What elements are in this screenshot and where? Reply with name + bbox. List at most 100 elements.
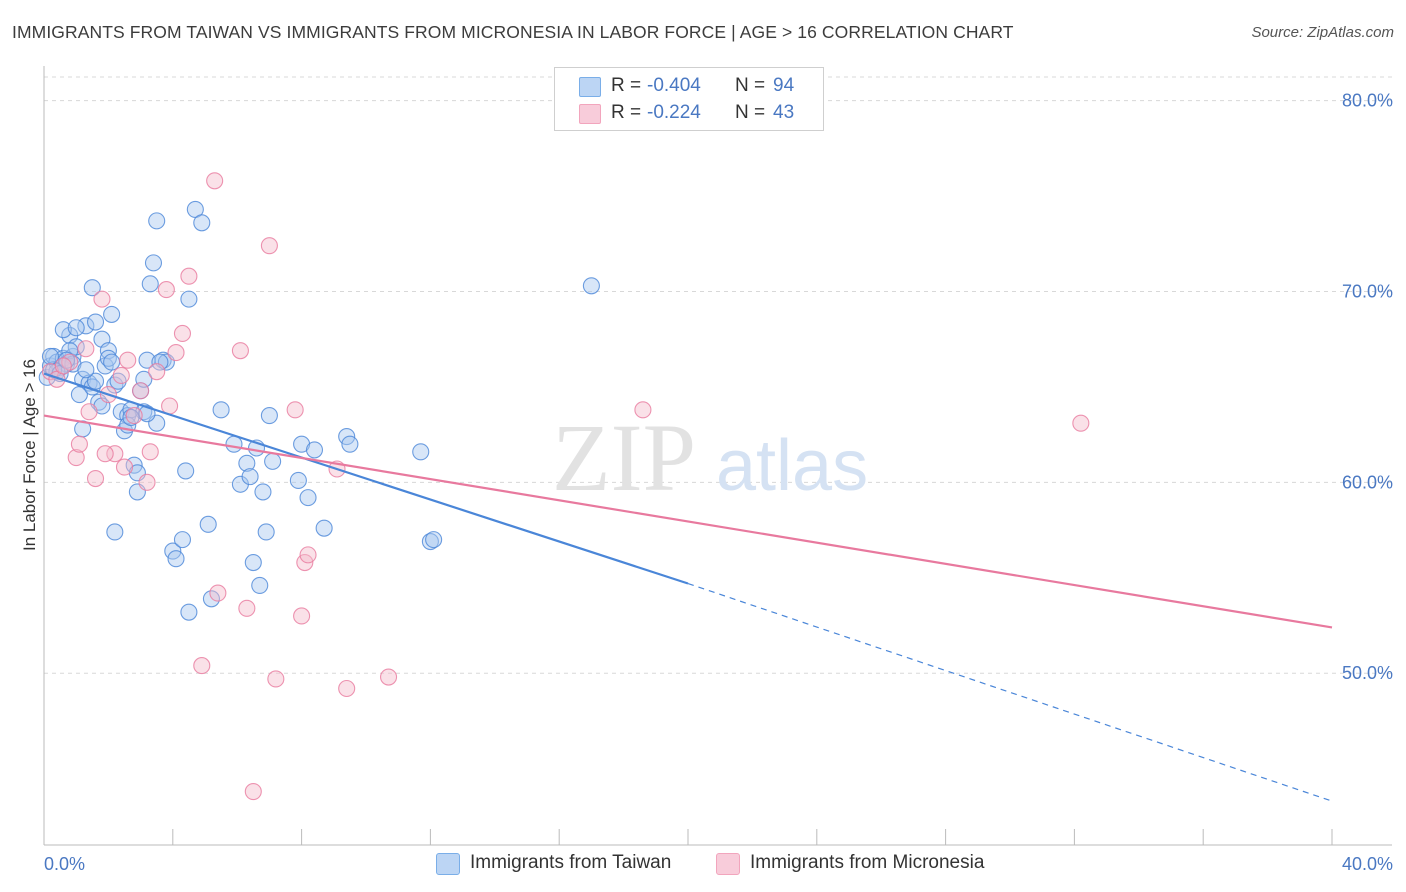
point-micronesia — [206, 172, 224, 190]
y-tick-label: 50.0% — [1342, 663, 1393, 683]
point-taiwan — [151, 353, 169, 371]
point-taiwan — [289, 471, 307, 489]
point-micronesia — [260, 237, 278, 255]
y-tick-label: 60.0% — [1342, 472, 1393, 492]
tick-labels: 50.0% 60.0% 70.0% 80.0% 0.0% 40.0% — [44, 91, 1393, 874]
point-micronesia — [209, 584, 227, 602]
axes — [43, 66, 1392, 846]
point-taiwan — [341, 435, 359, 453]
bottom-legend-swatch-taiwan — [436, 853, 460, 875]
point-taiwan — [193, 214, 211, 232]
gridlines — [44, 76, 1392, 674]
legend-r-value: -0.224 — [647, 102, 701, 123]
point-taiwan — [106, 523, 124, 541]
point-taiwan — [173, 531, 192, 549]
point-taiwan — [180, 603, 198, 621]
legend-r-label: R = — [611, 102, 642, 123]
point-micronesia — [157, 281, 175, 299]
point-micronesia — [244, 783, 262, 801]
legend-n-label: N = — [735, 75, 766, 96]
data-points — [38, 172, 1090, 801]
legend-n-label: N = — [735, 102, 766, 123]
point-micronesia — [67, 448, 85, 467]
point-taiwan — [315, 519, 333, 537]
point-micronesia — [193, 657, 211, 675]
point-taiwan — [86, 313, 105, 331]
point-micronesia — [293, 607, 311, 625]
x-tick-label: 40.0% — [1342, 854, 1393, 874]
point-micronesia — [77, 340, 95, 358]
point-taiwan — [582, 277, 600, 295]
point-micronesia — [173, 324, 192, 343]
point-micronesia — [86, 469, 105, 488]
point-taiwan — [199, 515, 217, 533]
point-micronesia — [119, 351, 137, 369]
point-taiwan — [180, 290, 198, 308]
point-micronesia — [138, 473, 156, 491]
point-taiwan — [41, 347, 59, 365]
watermark-zip: ZIP — [552, 404, 696, 511]
bottom-legend-label-taiwan: Immigrants from Taiwan — [470, 852, 672, 873]
point-micronesia — [141, 443, 159, 461]
point-micronesia — [379, 668, 398, 686]
point-micronesia — [299, 546, 317, 564]
point-taiwan — [305, 441, 324, 459]
point-taiwan — [299, 489, 317, 507]
point-micronesia — [167, 344, 185, 362]
point-micronesia — [634, 401, 652, 419]
chart-title: IMMIGRANTS FROM TAIWAN VS IMMIGRANTS FRO… — [12, 22, 1014, 42]
point-micronesia — [286, 401, 304, 419]
point-taiwan — [54, 321, 72, 339]
bottom-legend-swatch-micronesia — [716, 853, 740, 875]
point-micronesia — [132, 382, 150, 400]
point-taiwan — [86, 372, 105, 390]
point-taiwan — [148, 212, 166, 230]
point-taiwan — [77, 361, 95, 379]
point-taiwan — [412, 443, 430, 461]
trend-line-micronesia — [43, 414, 1333, 629]
trend-line-taiwan — [43, 372, 689, 585]
point-micronesia — [1072, 414, 1090, 432]
point-micronesia — [80, 403, 98, 421]
point-taiwan — [238, 454, 256, 472]
y-tick-label: 70.0% — [1342, 281, 1393, 301]
point-taiwan — [167, 550, 185, 568]
point-taiwan — [254, 483, 272, 501]
point-taiwan — [138, 405, 156, 423]
point-micronesia — [238, 599, 256, 617]
watermark: ZIP atlas — [552, 404, 868, 511]
point-taiwan — [425, 531, 443, 549]
point-micronesia — [148, 363, 166, 381]
point-taiwan — [264, 452, 282, 470]
point-taiwan — [241, 468, 259, 486]
point-micronesia — [70, 435, 88, 453]
point-taiwan — [83, 279, 101, 297]
point-taiwan — [144, 254, 163, 272]
correlation-legend: R = -0.404 N = 94 R = -0.224 N = 43 — [554, 67, 824, 131]
source-label: Source: ZipAtlas.com — [1251, 24, 1394, 41]
bottom-legend-label-micronesia: Immigrants from Micronesia — [750, 852, 985, 873]
point-taiwan — [67, 319, 85, 337]
point-micronesia — [125, 407, 143, 425]
point-micronesia — [96, 445, 114, 463]
point-micronesia — [267, 670, 285, 688]
point-micronesia — [93, 290, 111, 308]
y-tick-label: 80.0% — [1342, 91, 1393, 111]
trend-lines — [43, 372, 1333, 802]
legend-swatch-micronesia — [579, 104, 601, 124]
point-taiwan — [225, 435, 243, 453]
x-tick-label: 0.0% — [44, 854, 85, 874]
legend-r-value: -0.404 — [647, 75, 701, 96]
trend-line-taiwan-extension — [687, 582, 1333, 802]
legend-swatch-taiwan — [579, 77, 601, 97]
watermark-atlas: atlas — [716, 426, 868, 506]
point-taiwan — [202, 590, 220, 608]
legend-n-value: 94 — [773, 75, 795, 96]
point-taiwan — [103, 305, 121, 323]
point-micronesia — [180, 267, 198, 285]
point-taiwan — [141, 275, 159, 293]
point-taiwan — [103, 353, 121, 371]
point-taiwan — [257, 523, 275, 541]
y-axis-label: In Labor Force | Age > 16 — [20, 359, 39, 551]
